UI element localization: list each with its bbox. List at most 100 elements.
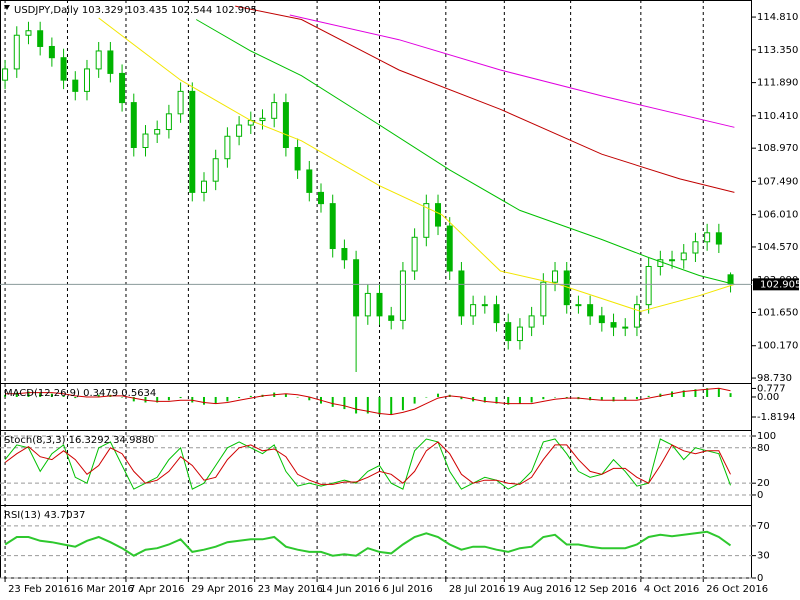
macd-bar <box>62 395 65 397</box>
moving-average <box>289 14 735 128</box>
x-tick-label: 12 Sep 2016 <box>574 584 637 595</box>
candle-body <box>622 326 629 329</box>
macd-bar <box>390 396 393 415</box>
macd-bar <box>331 396 334 407</box>
macd-bar <box>15 392 18 397</box>
macd-bar <box>554 396 557 398</box>
x-tick-label: 26 Oct 2016 <box>706 584 768 595</box>
candle-body <box>423 203 430 238</box>
candle-body <box>516 326 523 342</box>
macd-bar <box>635 396 638 400</box>
macd-bar <box>600 396 603 401</box>
y-tick-label: 101.650 <box>757 308 798 319</box>
candle-body <box>481 304 488 307</box>
macd-bar <box>132 396 135 402</box>
candle-body <box>212 158 219 182</box>
y-tick-label: 114.810 <box>757 12 798 23</box>
indicator-line <box>4 438 731 490</box>
macd-bar <box>671 391 674 397</box>
candle-body <box>505 322 512 342</box>
macd-bar <box>355 396 358 414</box>
x-tick-label: 16 Mar 2016 <box>70 584 133 595</box>
candle-body <box>306 169 313 193</box>
macd-bar <box>425 396 428 398</box>
indicator-line <box>4 441 731 485</box>
macd-bar <box>647 395 650 397</box>
candle-body <box>692 241 699 254</box>
candle-body <box>669 259 676 262</box>
x-tick-label: 6 Jul 2016 <box>383 584 433 595</box>
macd-bar <box>50 393 53 397</box>
candle-body <box>83 68 90 92</box>
candle-body <box>399 270 406 321</box>
macd-bar <box>729 393 732 397</box>
moving-average <box>235 5 735 193</box>
candle-body <box>587 304 594 317</box>
indicator-line <box>4 530 732 557</box>
x-tick-label: 29 Apr 2016 <box>191 584 253 595</box>
macd-bar <box>530 396 533 403</box>
macd-bar <box>659 393 662 397</box>
candle-body <box>130 102 137 148</box>
candle-body <box>680 252 687 261</box>
macd-bar <box>495 396 498 404</box>
y-tick-label: 113.350 <box>757 45 798 56</box>
candle-body <box>282 102 289 148</box>
candle-body <box>165 113 172 131</box>
candle-body <box>259 117 266 122</box>
y-tick-label: 111.890 <box>757 78 798 89</box>
y-tick-label: 107.490 <box>757 176 798 187</box>
candle-body <box>598 315 605 324</box>
macd-bar <box>226 396 229 402</box>
y-tick-label: 80 <box>757 443 770 454</box>
macd-bar <box>191 396 194 403</box>
candle-body <box>200 180 207 193</box>
macd-bar <box>74 396 77 399</box>
macd-bar <box>624 396 627 401</box>
macd-bar <box>179 396 182 399</box>
y-tick-label: 30 <box>757 551 770 562</box>
macd-bar <box>437 393 440 397</box>
candle-body <box>353 259 360 317</box>
candle-body <box>60 57 67 81</box>
candle-body <box>435 203 442 227</box>
candle-body <box>470 304 477 317</box>
candle-body <box>318 191 325 205</box>
macd-bar <box>413 396 416 404</box>
x-tick-label: 23 May 2016 <box>258 584 323 595</box>
candle-body <box>364 292 371 317</box>
panel-title: RSI(13) 43.7037 <box>4 510 85 521</box>
x-tick-label: 23 Feb 2016 <box>8 584 70 595</box>
macd-bar <box>694 389 697 397</box>
candle-body <box>142 133 149 148</box>
panel-title: Stoch(8,3,3) 16.3292 34.9880 <box>4 435 155 446</box>
y-tick-label: 100 <box>757 431 776 442</box>
y-tick-label: 0.00 <box>757 392 779 403</box>
y-tick-label: 110.410 <box>757 111 798 122</box>
candle-body <box>341 248 348 261</box>
candle-body <box>119 72 126 104</box>
macd-bar <box>167 396 170 401</box>
candle-body <box>540 281 547 317</box>
y-tick-label: 0.777 <box>757 383 786 394</box>
macd-bar <box>97 394 100 397</box>
macd-bar <box>343 396 346 410</box>
candle-body <box>294 146 301 171</box>
candle-body <box>107 50 114 74</box>
candle-body <box>48 45 55 59</box>
macd-bar <box>612 396 615 402</box>
candle-body <box>575 304 582 307</box>
macd-bar <box>214 396 217 404</box>
y-tick-label: 98.730 <box>757 373 792 384</box>
candle-body <box>704 232 711 243</box>
candle-body <box>657 259 664 267</box>
macd-bar <box>238 396 241 399</box>
macd-bar <box>249 395 252 397</box>
y-tick-label: 0 <box>757 573 763 584</box>
macd-bar <box>156 396 159 403</box>
candle-body <box>13 34 20 70</box>
macd-bar <box>366 396 369 414</box>
macd-bar <box>565 396 568 399</box>
candle-body <box>493 304 500 324</box>
y-tick-label: -1.8194 <box>757 412 796 423</box>
